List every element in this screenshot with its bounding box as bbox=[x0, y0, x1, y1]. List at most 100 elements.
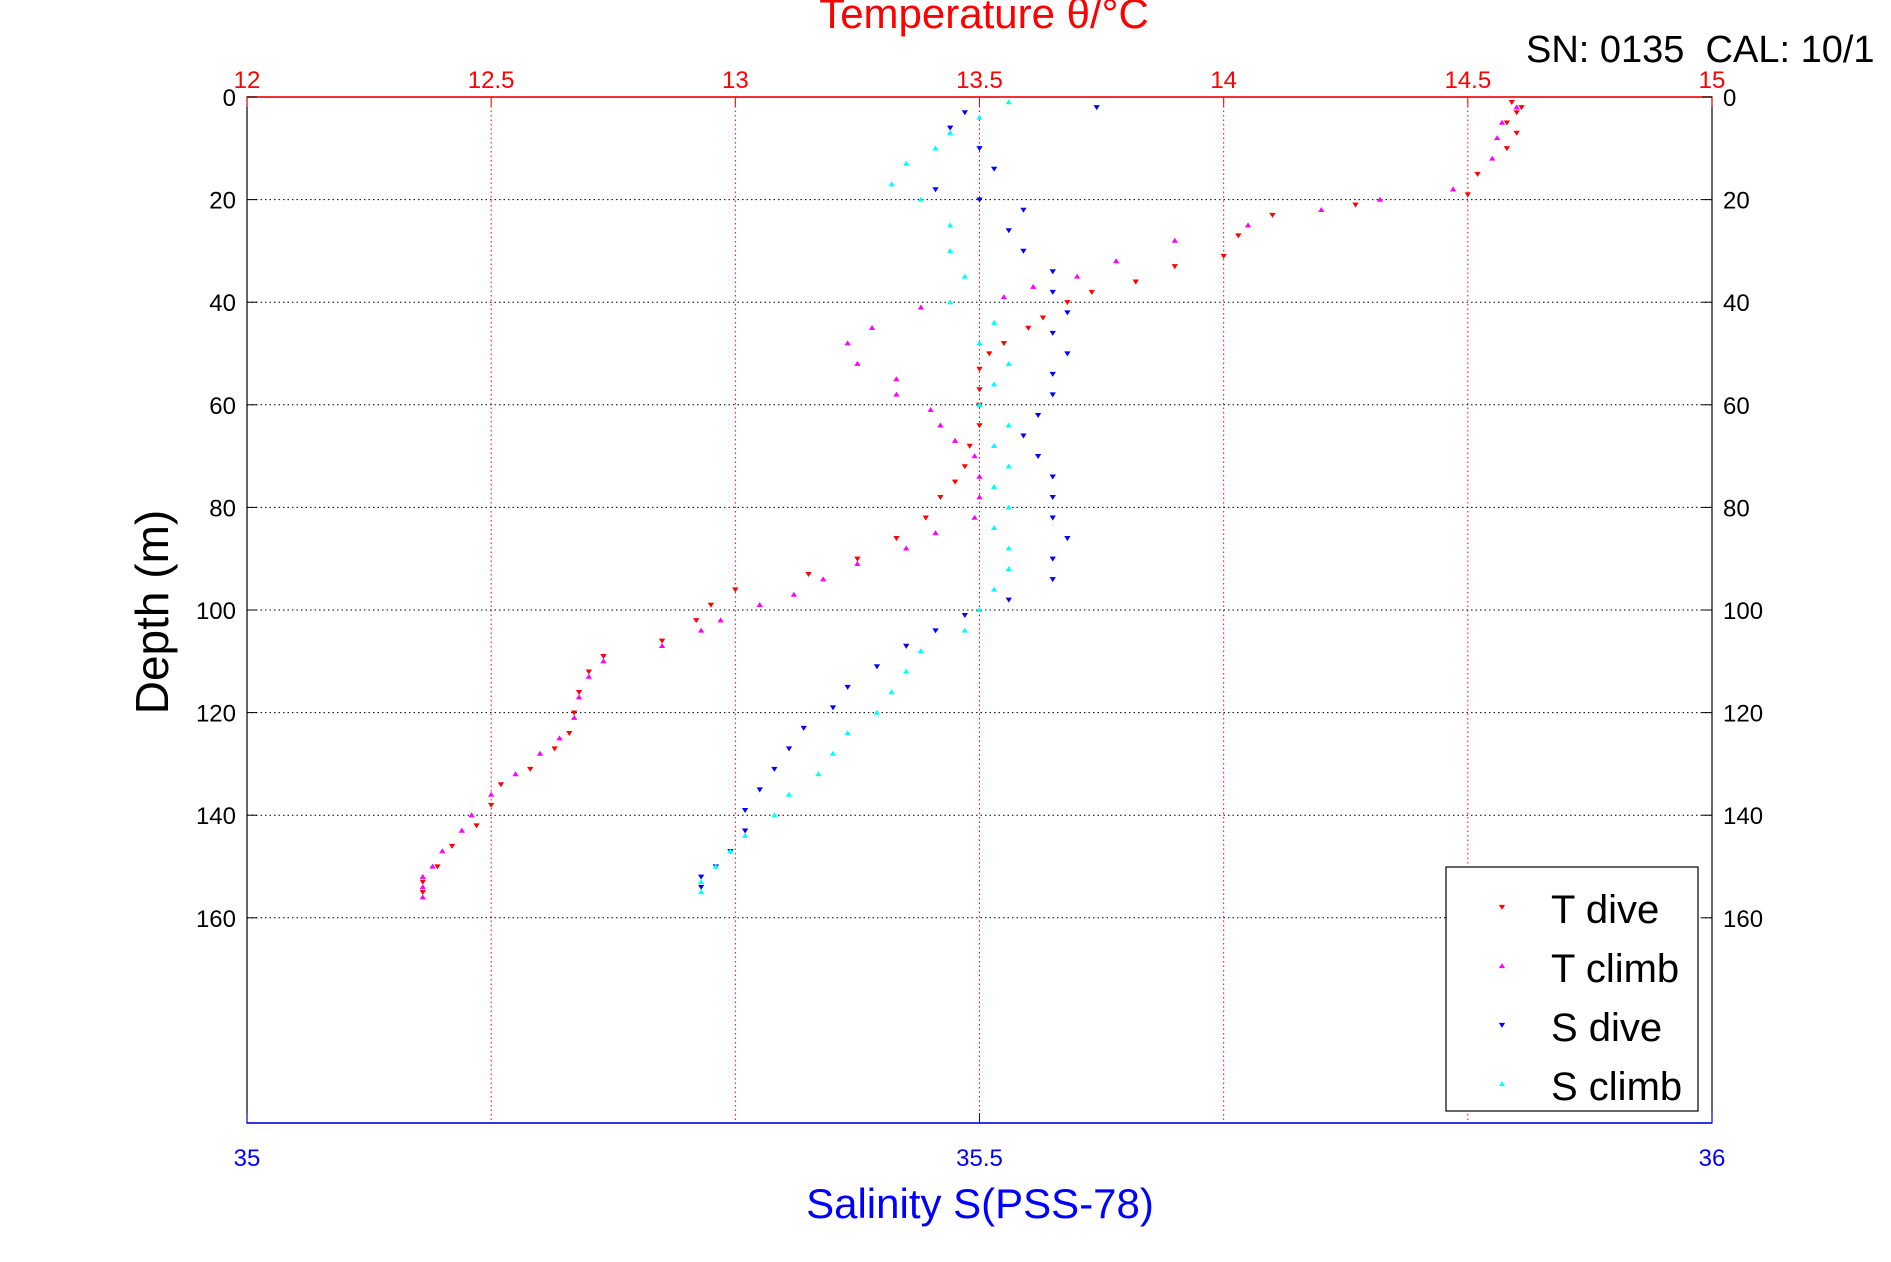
temperature-tick-label: 15 bbox=[1699, 67, 1726, 94]
depth-tick-label-right: 100 bbox=[1723, 598, 1763, 625]
t-climb-point bbox=[419, 894, 426, 900]
depth-tick-label-right: 40 bbox=[1723, 290, 1750, 317]
t-climb-point bbox=[575, 694, 583, 700]
s-climb-point bbox=[991, 483, 998, 489]
s-climb-point bbox=[888, 689, 895, 695]
t-dive-point bbox=[1464, 192, 1471, 198]
legend-marker-s-climb bbox=[1498, 1081, 1506, 1087]
t-climb-point bbox=[429, 863, 436, 869]
t-dive-point bbox=[922, 515, 929, 521]
chart-title: Temperature θ/°C bbox=[819, 0, 1149, 37]
s-climb-point bbox=[991, 381, 998, 387]
s-dive-point bbox=[698, 874, 705, 880]
t-climb-point bbox=[1171, 237, 1178, 243]
t-dive-point bbox=[571, 710, 578, 716]
s-climb-point bbox=[903, 668, 910, 674]
s-dive-point bbox=[1034, 453, 1042, 460]
t-dive-point bbox=[585, 669, 592, 675]
s-dive-point bbox=[932, 628, 939, 634]
s-climb-point bbox=[991, 319, 998, 325]
t-climb-point bbox=[468, 812, 475, 818]
t-dive-point bbox=[707, 602, 715, 608]
depth-tick-label-left: 140 bbox=[196, 803, 236, 830]
s-dive-point bbox=[800, 725, 807, 731]
t-dive-point bbox=[419, 890, 426, 896]
t-climb-point bbox=[844, 340, 851, 346]
t-climb-point bbox=[868, 324, 876, 330]
t-dive-point bbox=[976, 366, 983, 372]
s-climb-point bbox=[727, 848, 734, 854]
t-climb-point bbox=[932, 530, 939, 536]
legend-label-s-dive: S dive bbox=[1551, 1006, 1662, 1050]
t-climb-point bbox=[1376, 196, 1384, 202]
t-climb-point bbox=[937, 422, 944, 428]
s-dive-point bbox=[1020, 433, 1027, 439]
s-climb-point bbox=[771, 812, 778, 818]
t-climb-point bbox=[976, 494, 983, 500]
t-dive-point bbox=[854, 556, 861, 562]
t-dive-point bbox=[497, 782, 505, 788]
s-dive-point bbox=[1064, 351, 1071, 357]
s-dive-point bbox=[873, 664, 881, 670]
temperature-tick-label: 13 bbox=[722, 67, 749, 94]
depth-tick-label-left: 100 bbox=[196, 598, 236, 625]
s-climb-point bbox=[991, 442, 998, 448]
t-dive-point bbox=[1132, 279, 1139, 285]
s-dive-point bbox=[976, 197, 983, 203]
t-dive-point bbox=[951, 479, 959, 485]
t-dive-point bbox=[658, 638, 666, 644]
t-climb-point bbox=[820, 576, 827, 582]
t-climb-point bbox=[1450, 186, 1457, 192]
s-climb-point bbox=[1005, 463, 1012, 469]
t-climb-point bbox=[790, 591, 798, 597]
s-dive-point bbox=[1093, 105, 1100, 111]
t-climb-point bbox=[971, 514, 978, 520]
s-climb-point bbox=[712, 863, 719, 869]
s-dive-point bbox=[1049, 577, 1056, 583]
t-dive-point bbox=[1088, 289, 1095, 295]
t-climb-point bbox=[1489, 155, 1496, 161]
t-dive-point bbox=[1518, 105, 1525, 111]
s-climb-point bbox=[903, 160, 910, 166]
salinity-tick-label: 35 bbox=[234, 1145, 261, 1172]
depth-tick-label-left: 60 bbox=[209, 393, 236, 420]
t-climb-point bbox=[917, 304, 925, 310]
s-climb-point bbox=[698, 889, 705, 895]
t-climb-point bbox=[488, 791, 495, 797]
s-climb-point bbox=[947, 247, 954, 254]
s-dive-point bbox=[1049, 515, 1056, 521]
depth-tick-label-left: 80 bbox=[209, 495, 236, 522]
s-climb-point bbox=[1005, 422, 1012, 428]
t-climb-point bbox=[556, 735, 563, 741]
t-dive-point bbox=[893, 536, 900, 542]
t-dive-point bbox=[1503, 120, 1511, 126]
t-dive-point bbox=[448, 843, 456, 849]
s-dive-point bbox=[1034, 412, 1042, 418]
s-climb-point bbox=[844, 730, 851, 736]
s-climb-point bbox=[1005, 99, 1012, 105]
salinity-tick-label: 35.5 bbox=[956, 1145, 1003, 1172]
s-climb-point bbox=[991, 525, 998, 531]
depth-tick-label-left: 40 bbox=[209, 290, 236, 317]
depth-tick-label-right: 120 bbox=[1723, 701, 1763, 728]
s-dive-point bbox=[829, 705, 837, 711]
t-dive-point bbox=[434, 864, 441, 870]
t-climb-point bbox=[1513, 104, 1520, 110]
s-dive-point bbox=[1064, 536, 1071, 542]
s-climb-point bbox=[976, 401, 983, 407]
t-dive-point bbox=[1220, 253, 1227, 259]
t-dive-point bbox=[986, 351, 993, 357]
t-climb-point bbox=[1318, 206, 1325, 212]
s-climb-point bbox=[991, 586, 998, 592]
s-dive-point bbox=[976, 146, 983, 152]
t-dive-point bbox=[693, 618, 700, 624]
s-dive-point bbox=[1049, 474, 1056, 480]
t-climb-point bbox=[893, 376, 900, 382]
s-dive-point bbox=[771, 766, 778, 772]
t-climb-point bbox=[1113, 258, 1120, 264]
legend: T dive T climb S dive S climb bbox=[1445, 866, 1699, 1112]
t-dive-point bbox=[1352, 202, 1359, 208]
t-climb-point bbox=[439, 848, 446, 854]
t-dive-point bbox=[527, 766, 534, 772]
